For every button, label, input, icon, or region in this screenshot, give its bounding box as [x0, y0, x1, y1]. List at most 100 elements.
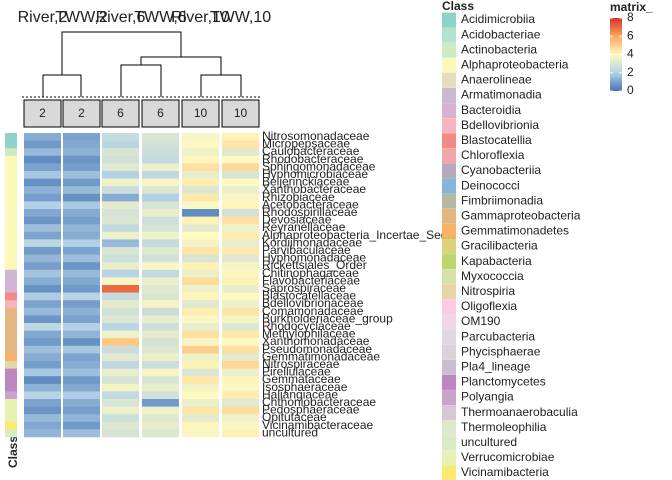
annotation-box	[62, 99, 101, 128]
heatmap-cell	[182, 193, 219, 202]
heatmap-cell	[142, 292, 179, 301]
heatmap-cell	[102, 224, 139, 233]
row-class-cell	[5, 148, 17, 157]
row-class-cell	[5, 163, 17, 172]
scale-tick-label: 8	[627, 10, 634, 24]
heatmap-cell	[222, 247, 259, 255]
heatmap-cell	[102, 323, 139, 331]
annotation-label: 2	[78, 106, 85, 120]
heatmap-cell	[142, 224, 179, 233]
heatmap-cell	[24, 171, 61, 179]
annotation-label: 10	[194, 106, 208, 120]
heatmap-cell	[63, 391, 100, 400]
row-class-cell	[5, 330, 17, 339]
heatmap-cell	[182, 330, 219, 339]
heatmap-cell	[102, 193, 139, 202]
heatmap-cell	[142, 239, 179, 248]
heatmap-cell	[222, 186, 259, 195]
heatmap-cell	[222, 239, 259, 248]
heatmap-cell	[182, 254, 219, 263]
heatmap-cell	[24, 338, 61, 347]
heatmap-cell	[24, 353, 61, 362]
column-title: TWW,10	[210, 9, 271, 26]
heatmap-cell	[182, 376, 219, 385]
heatmap-cell	[222, 216, 259, 225]
heatmap-cell	[63, 224, 100, 233]
legend-label: Nitrospiria	[461, 284, 515, 298]
heatmap-cell	[222, 361, 259, 369]
legend-swatch	[442, 390, 456, 405]
row-label: Gemmataceae	[262, 372, 341, 386]
heatmap-cell	[182, 421, 219, 430]
heatmap-cell	[63, 148, 100, 157]
legend-label: Vicinamibacteria	[461, 465, 549, 479]
heatmap-cell	[24, 391, 61, 400]
heatmap-cell	[182, 163, 219, 172]
heatmap-cell	[24, 330, 61, 339]
row-class-cell	[5, 315, 17, 324]
heatmap-cell	[63, 376, 100, 385]
heatmap-cell	[63, 361, 100, 369]
heatmap-cell	[222, 406, 259, 415]
row-class-cell	[5, 133, 17, 141]
heatmap-cell	[102, 414, 139, 423]
heatmap-cell	[142, 193, 179, 202]
heatmap-cell	[102, 133, 139, 141]
heatmap-cell	[142, 330, 179, 339]
legend-label: Polyangia	[461, 390, 514, 404]
heatmap-cell	[63, 193, 100, 202]
heatmap-cell	[142, 376, 179, 385]
heatmap-cell	[24, 133, 61, 141]
heatmap-cell	[142, 353, 179, 362]
heatmap-cell	[24, 209, 61, 217]
legend-swatch	[442, 27, 456, 43]
row-class-cell	[5, 376, 17, 385]
row-label: Micropepsaceae	[262, 137, 350, 151]
heatmap-cell	[24, 155, 61, 164]
heatmap-cell	[24, 368, 61, 377]
heatmap-cell	[24, 201, 61, 210]
heatmap-cell	[102, 269, 139, 278]
heatmap-cell	[142, 209, 179, 217]
row-label: Isosphaeraceae	[262, 380, 348, 394]
row-label: Haliangiaceae	[262, 387, 338, 401]
row-label: Beijerinckiaceae	[262, 175, 350, 189]
legend-label: Anaerolineae	[461, 73, 532, 87]
heatmap-cell	[24, 399, 61, 407]
row-class-cell	[5, 239, 17, 248]
heatmap-cell	[222, 330, 259, 339]
heatmap-cell	[182, 391, 219, 400]
legend-swatch	[442, 254, 456, 270]
legend-swatch	[442, 133, 456, 149]
heatmap-cell	[63, 300, 100, 309]
annotation-box	[23, 99, 62, 128]
heatmap-cell	[24, 292, 61, 301]
heatmap-cell	[63, 307, 100, 316]
heatmap-cell	[182, 277, 219, 286]
heatmap-cell	[222, 224, 259, 233]
legend-label: Gemmatimonadetes	[461, 224, 569, 238]
heatmap-cell	[222, 414, 259, 423]
heatmap-cell	[63, 383, 100, 392]
heatmap-cell	[142, 216, 179, 225]
heatmap-cell	[102, 307, 139, 316]
legend-label: Bdellovibrionia	[461, 118, 539, 132]
heatmap-cell	[63, 345, 100, 354]
legend-label: Parcubacteria	[461, 329, 535, 343]
heatmap-cell	[222, 140, 259, 149]
legend-swatch	[442, 118, 456, 134]
row-label: Rhodospirillaceae	[262, 205, 358, 219]
row-class-cell	[5, 224, 17, 233]
heatmap-cell	[63, 231, 100, 240]
legend-label: Planctomycetes	[461, 375, 546, 389]
heatmap-cell	[63, 285, 100, 293]
heatmap-cell	[182, 338, 219, 347]
heatmap-cell	[102, 330, 139, 339]
row-label: Chitinophagaceae	[262, 266, 359, 280]
heatmap-cell	[142, 186, 179, 195]
heatmap-cell	[102, 285, 139, 293]
heatmap-cell	[63, 254, 100, 263]
legend-label: Bacteroidia	[461, 103, 521, 117]
row-label: Hyphomicrobiaceae	[262, 167, 368, 181]
legend-swatch	[442, 314, 456, 330]
